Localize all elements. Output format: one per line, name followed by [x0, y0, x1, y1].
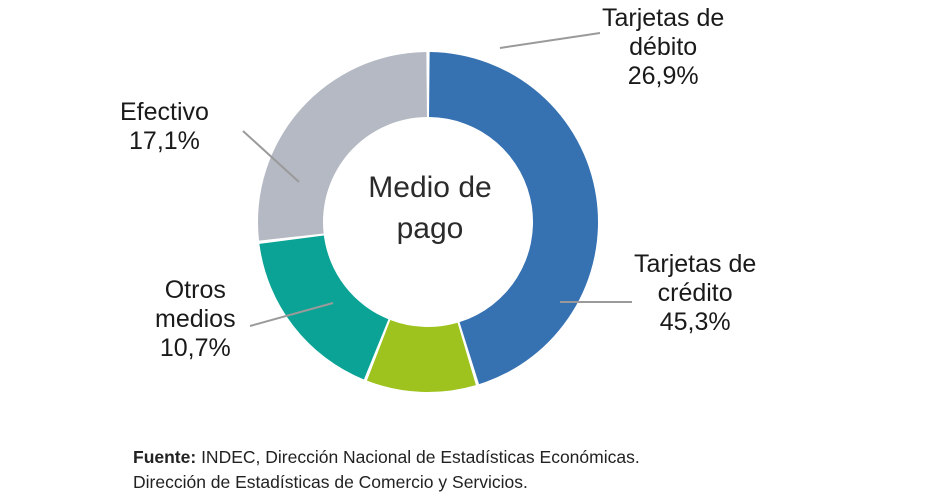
source-footer: Fuente: INDEC, Dirección Nacional de Est…: [133, 445, 933, 495]
leader-line-efectivo: [242, 130, 300, 183]
slice-label-efectivo-value: 17,1%: [129, 127, 200, 155]
slice-label-efectivo-line-1: Efectivo: [120, 98, 209, 126]
source-line-1: Fuente: INDEC, Dirección Nacional de Est…: [133, 445, 933, 470]
slice-label-credito-value: 45,3%: [659, 308, 731, 336]
slice-label-credito-line-2: crédito: [657, 279, 733, 307]
donut-segments: [257, 52, 599, 393]
slice-label-credito-line-1: Tarjetas de: [634, 250, 757, 278]
slice-label-otros-value: 10,7%: [159, 334, 231, 362]
donut-chart-area: Medio de pago Tarjetas de débito 26,9% T…: [120, 4, 756, 393]
slice-label-tarjetas-de-credito: Tarjetas de crédito 45,3%: [634, 250, 756, 337]
slice-otros-medios[interactable]: [366, 319, 476, 393]
donut-center-label: Medio de pago: [330, 168, 530, 249]
slice-label-efectivo: Efectivo 17,1%: [120, 98, 209, 156]
center-label-line-1: Medio de: [368, 171, 492, 204]
slice-label-debito-line-2: débito: [629, 33, 698, 61]
donut-chart-svg: [242, 32, 632, 393]
slice-tarjetas-de-debito[interactable]: [257, 52, 427, 241]
slice-label-otros-line-2: medios: [155, 305, 236, 333]
slice-efectivo[interactable]: [259, 235, 389, 380]
slice-label-otros-medios: Otros medios 10,7%: [155, 276, 236, 363]
leader-line-otros: [249, 302, 334, 327]
leader-line-debito: [499, 32, 601, 49]
center-label-line-2: pago: [396, 211, 464, 245]
slice-label-tarjetas-de-debito: Tarjetas de débito 26,9%: [602, 4, 724, 91]
source-line-2: Dirección de Estadísticas de Comercio y …: [133, 471, 528, 492]
leader-lines: [242, 32, 632, 327]
slice-label-otros-line-1: Otros: [164, 276, 226, 304]
slice-label-debito-value: 26,9%: [627, 62, 699, 90]
slice-label-debito-line-1: Tarjetas de: [602, 4, 725, 32]
slice-tarjetas-de-credito[interactable]: [429, 52, 599, 385]
source-label: Fuente:: [133, 447, 197, 467]
source-text-1: INDEC, Dirección Nacional de Estadística…: [196, 447, 640, 467]
